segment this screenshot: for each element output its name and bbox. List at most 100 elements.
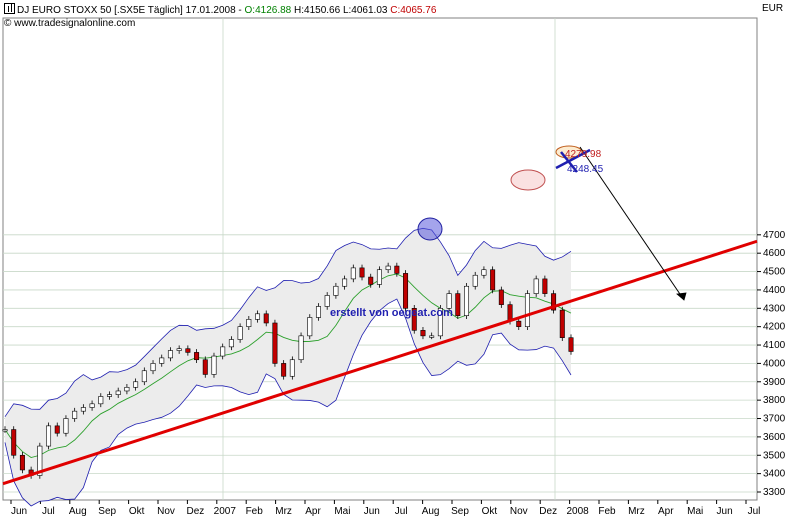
candle-body [437, 307, 443, 337]
annotation-lower: 4248.45 [567, 164, 604, 175]
y-tick-label: 4000 [763, 358, 786, 369]
candle-body [429, 335, 435, 338]
touch-marker-aug [417, 217, 443, 241]
candle-body [342, 278, 348, 287]
candle-body [533, 278, 539, 294]
x-tick-label: Mai [687, 506, 703, 517]
candle-body [194, 352, 200, 361]
candle-body [298, 335, 304, 361]
chart-header: DJ EURO STOXX 50 [.SX5E Täglich] 17.01.2… [4, 3, 436, 16]
y-tick-label: 3700 [763, 414, 786, 425]
y-tick-label: 3800 [763, 395, 786, 406]
candle-body [37, 445, 43, 476]
x-tick-label: Jul [748, 506, 761, 517]
candle-body [272, 322, 278, 364]
candle-body [46, 425, 52, 447]
candle-body [228, 339, 234, 348]
source-url: © www.tradesignalonline.com [4, 18, 136, 29]
x-tick-label: 2008 [566, 506, 589, 517]
x-tick-label: Jun [717, 506, 733, 517]
y-tick-label: 3400 [763, 469, 786, 480]
x-tick-label: Mrz [628, 506, 645, 517]
y-tick-label: 4100 [763, 340, 786, 351]
candle-body [106, 394, 112, 397]
candle-body [490, 269, 496, 291]
y-tick-label: 4200 [763, 322, 786, 333]
candle-body [255, 313, 261, 320]
y-tick-label: 4700 [763, 230, 786, 241]
candle-body [124, 386, 130, 392]
candle-body [481, 269, 487, 276]
candle-body [542, 278, 548, 294]
x-tick-label: Sep [451, 506, 469, 517]
x-tick-label: Dez [539, 506, 557, 517]
projection-arrow-head [676, 292, 687, 301]
x-tick-label: Mrz [275, 506, 292, 517]
bollinger-band-fill [5, 228, 571, 506]
candle-body [333, 285, 339, 296]
candle-body [455, 293, 461, 316]
candle-body [167, 350, 173, 359]
candle-body [281, 363, 287, 377]
candle-body [237, 326, 243, 340]
candle-body [150, 363, 156, 372]
x-tick-label: 2007 [214, 506, 237, 517]
candle-body [19, 454, 25, 471]
candle-body [185, 348, 191, 353]
candle-body [551, 293, 557, 311]
x-tick-label: Nov [510, 506, 528, 517]
candle-body [89, 403, 95, 408]
candle-body [63, 418, 69, 434]
y-tick-label: 3900 [763, 377, 786, 388]
x-tick-label: Jun [11, 506, 27, 517]
y-tick-label: 3500 [763, 450, 786, 461]
candle-body [211, 355, 217, 375]
candle-body [307, 317, 313, 337]
projection-arrow-line [579, 146, 685, 301]
x-tick-label: Nov [157, 506, 175, 517]
candle-body [498, 289, 504, 305]
x-tick-label: Jul [42, 506, 55, 517]
x-tick-label: Mai [334, 506, 350, 517]
credit-text: erstellt von oegeat.com [330, 307, 453, 319]
y-tick-label: 3600 [763, 432, 786, 443]
candle-body [159, 357, 165, 364]
cross-mark-line [560, 151, 578, 173]
annotation-upper: 4279.98 [565, 149, 602, 160]
candle-body [446, 293, 452, 309]
x-tick-label: Aug [422, 506, 440, 517]
candle-body [403, 273, 409, 309]
candle-body [11, 429, 17, 456]
candle-body [472, 274, 478, 287]
touch-marker-nov [510, 169, 546, 191]
candle-body [464, 285, 470, 316]
candle-body [385, 265, 391, 271]
instrument-label: DJ EURO STOXX 50 [.SX5E Täglich] 17.01.2… [17, 5, 242, 16]
currency-label: EUR [762, 3, 784, 14]
trendline [2, 239, 758, 486]
candle-body [324, 295, 330, 307]
candle-body [559, 309, 565, 338]
y-tick-label: 4500 [763, 267, 786, 278]
candle-body [246, 319, 252, 327]
x-tick-label: Apr [658, 506, 674, 517]
y-tick-label: 4600 [763, 248, 786, 259]
candle-body [350, 267, 356, 280]
candle-body [220, 346, 226, 357]
candle-body [524, 293, 530, 327]
bollinger-upper-line [4, 227, 572, 417]
x-tick-label: Apr [305, 506, 321, 517]
candle-body [368, 276, 374, 285]
chart-icon [4, 3, 15, 14]
candle-body [2, 429, 8, 432]
candle-body [176, 348, 182, 351]
candle-body [72, 410, 78, 419]
candle-body [80, 407, 86, 412]
cross-mark-line [555, 148, 591, 170]
x-tick-label: Okt [482, 506, 498, 517]
candle-body [98, 396, 104, 405]
close-value: C:4065.76 [390, 5, 437, 16]
x-tick-label: Dez [187, 506, 205, 517]
candle-body [568, 337, 574, 352]
